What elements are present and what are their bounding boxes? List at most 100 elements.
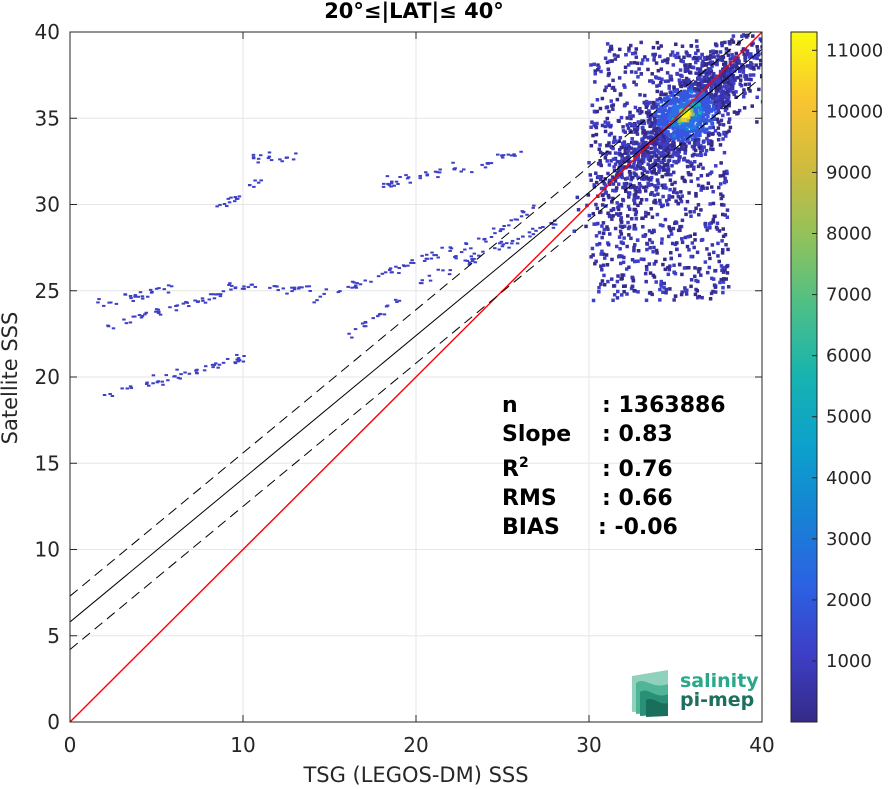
density-cell bbox=[603, 156, 608, 160]
density-cell bbox=[616, 170, 620, 175]
density-cell bbox=[597, 230, 602, 235]
density-cell bbox=[694, 80, 698, 84]
density-cell bbox=[760, 51, 762, 56]
density-cell bbox=[625, 244, 629, 249]
density-cell bbox=[626, 126, 631, 130]
density-cell bbox=[711, 289, 715, 294]
density-cell bbox=[618, 247, 622, 251]
density-cell bbox=[659, 80, 663, 85]
density-cell bbox=[424, 171, 428, 174]
density-cell bbox=[251, 157, 256, 160]
density-cell bbox=[712, 55, 716, 59]
density-cell bbox=[643, 55, 647, 59]
density-cell bbox=[502, 224, 506, 227]
density-cell bbox=[404, 174, 408, 177]
density-cell bbox=[729, 82, 734, 87]
density-cell bbox=[755, 45, 759, 49]
density-cell bbox=[230, 284, 234, 287]
density-cell bbox=[683, 235, 688, 240]
density-cell bbox=[215, 205, 219, 208]
density-cell bbox=[621, 185, 625, 190]
density-cell bbox=[605, 123, 610, 128]
density-cell bbox=[679, 59, 684, 63]
density-cell bbox=[689, 179, 693, 183]
density-cell bbox=[646, 101, 650, 106]
density-cell bbox=[639, 40, 643, 45]
density-cell bbox=[696, 116, 701, 120]
density-cell bbox=[516, 237, 521, 240]
density-cell bbox=[650, 121, 655, 126]
density-cell bbox=[237, 195, 242, 198]
density-cell bbox=[609, 131, 613, 136]
density-cell bbox=[519, 215, 524, 218]
density-cell bbox=[233, 361, 237, 364]
density-cell bbox=[697, 130, 702, 135]
density-cell bbox=[698, 133, 702, 138]
density-cell bbox=[380, 272, 385, 275]
density-cell bbox=[614, 244, 619, 249]
density-cell bbox=[619, 217, 623, 222]
density-cell bbox=[679, 100, 683, 104]
density-cell bbox=[616, 205, 620, 210]
density-cell bbox=[688, 64, 692, 69]
density-cell bbox=[158, 313, 163, 316]
density-cell bbox=[712, 99, 717, 103]
density-cell bbox=[710, 276, 714, 281]
density-cell bbox=[651, 141, 655, 146]
density-cell bbox=[615, 201, 619, 205]
density-cell bbox=[731, 40, 736, 44]
density-cell bbox=[734, 90, 738, 94]
density-cell bbox=[652, 150, 657, 155]
density-cell bbox=[759, 58, 762, 63]
density-cell bbox=[449, 247, 454, 250]
density-cell bbox=[713, 269, 717, 273]
density-cell bbox=[692, 143, 697, 148]
density-cell bbox=[593, 261, 597, 266]
density-cell bbox=[732, 59, 737, 63]
density-cell bbox=[268, 286, 272, 289]
density-cell bbox=[606, 171, 610, 176]
density-cell bbox=[133, 294, 138, 297]
density-cell bbox=[694, 103, 698, 107]
density-cell bbox=[657, 170, 661, 174]
density-cell bbox=[747, 77, 751, 82]
density-cell bbox=[691, 94, 696, 98]
x-axis-label: TSG (LEGOS-DM) SSS bbox=[302, 763, 528, 787]
density-cell bbox=[719, 277, 723, 282]
density-cell bbox=[484, 240, 488, 243]
density-cell bbox=[635, 152, 639, 157]
density-cell bbox=[648, 238, 652, 242]
density-cell bbox=[719, 94, 723, 99]
colorbar-tick-label: 2000 bbox=[826, 590, 872, 611]
density-cell bbox=[673, 294, 678, 298]
density-cell bbox=[643, 93, 647, 98]
density-cell bbox=[656, 136, 660, 141]
density-cell bbox=[676, 99, 681, 104]
density-cell bbox=[390, 180, 394, 183]
density-cell bbox=[725, 171, 729, 176]
density-cell bbox=[606, 73, 611, 78]
density-cell bbox=[154, 287, 159, 290]
density-cell bbox=[728, 125, 733, 130]
density-cell bbox=[689, 278, 694, 282]
density-cell bbox=[353, 284, 358, 287]
density-cell bbox=[726, 96, 731, 100]
density-cell bbox=[648, 158, 653, 163]
density-cell bbox=[723, 60, 728, 65]
density-cell bbox=[734, 95, 738, 99]
density-cell bbox=[594, 259, 598, 264]
density-cell bbox=[683, 69, 688, 74]
density-cell bbox=[712, 250, 716, 255]
density-cell bbox=[698, 145, 702, 150]
density-cell bbox=[695, 153, 700, 157]
density-cell bbox=[635, 141, 639, 145]
density-cell bbox=[759, 74, 762, 78]
density-cell bbox=[680, 74, 684, 79]
density-cell bbox=[144, 311, 149, 314]
density-cell bbox=[736, 75, 740, 80]
density-cell bbox=[173, 375, 177, 378]
density-cell bbox=[436, 256, 440, 259]
density-cell bbox=[699, 153, 703, 158]
density-cell bbox=[750, 62, 754, 67]
density-cell bbox=[627, 225, 632, 229]
